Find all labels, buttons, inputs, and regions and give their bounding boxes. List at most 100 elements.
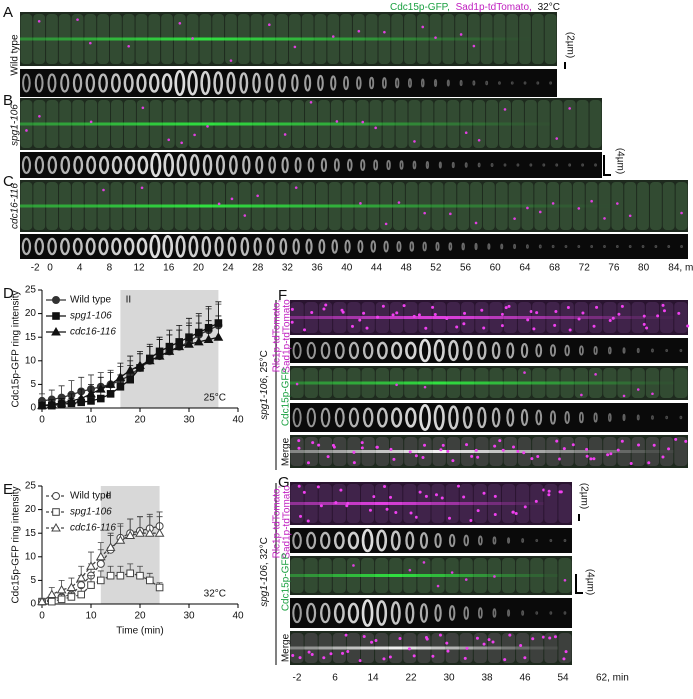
time-label: 28 [252, 263, 264, 274]
ring [608, 346, 612, 355]
ring-band [96, 37, 110, 41]
spot [368, 508, 372, 512]
ring-band [346, 646, 361, 650]
spot [434, 36, 437, 39]
spot [680, 211, 683, 215]
ring [34, 73, 44, 93]
ring-band [429, 37, 442, 41]
spot [424, 494, 428, 498]
ring [239, 72, 249, 94]
ring [281, 156, 289, 174]
spot [585, 447, 589, 451]
ring [636, 414, 640, 421]
ring-band [326, 37, 340, 41]
spot [465, 443, 469, 447]
ring [361, 599, 374, 627]
strip-bg [290, 598, 572, 628]
ring-band [460, 450, 475, 453]
ring-band [495, 204, 509, 208]
ring [111, 155, 123, 175]
marker [87, 581, 95, 589]
spot [382, 657, 386, 661]
spot [571, 443, 575, 447]
marker [76, 393, 87, 403]
ring-band [631, 381, 646, 385]
spot [636, 388, 640, 391]
spot [375, 445, 379, 449]
ring-band [332, 381, 347, 385]
spot [450, 571, 454, 574]
spot [464, 131, 468, 134]
spot [383, 30, 386, 34]
spot [482, 491, 486, 495]
marker [97, 394, 105, 403]
ring-band [389, 450, 404, 453]
cell [405, 182, 418, 230]
cell [560, 302, 574, 333]
spot [392, 457, 396, 461]
micrograph-strip [20, 98, 602, 150]
ring-band [416, 502, 431, 505]
ring [498, 81, 501, 85]
ring-band [315, 204, 329, 208]
marker [144, 528, 155, 537]
ring-band [417, 316, 433, 319]
cell [537, 100, 550, 148]
ring [594, 163, 597, 167]
ring-band [109, 37, 123, 41]
micrograph-strip [290, 338, 688, 363]
spot [493, 494, 497, 498]
time-label: 38 [481, 673, 493, 684]
marker [106, 571, 115, 580]
spot [344, 633, 348, 637]
ring [549, 81, 553, 85]
ring-band [264, 204, 277, 208]
ring [420, 78, 425, 88]
spot [341, 310, 345, 314]
ring [433, 78, 438, 88]
cell [404, 14, 416, 64]
cell [516, 484, 530, 523]
ring-band [560, 381, 575, 385]
micrograph-strip [20, 152, 602, 178]
spot [362, 311, 366, 315]
spot [407, 647, 411, 651]
channel-label: Sad1p-tdTomato [282, 299, 293, 373]
cell [447, 100, 460, 148]
ring [373, 159, 379, 171]
scale-bar [575, 574, 583, 594]
spot [647, 461, 651, 465]
time-label: 20 [193, 263, 205, 274]
spot [474, 448, 478, 452]
ring-band [474, 450, 489, 453]
ring-band [474, 381, 489, 385]
ring [563, 611, 567, 615]
ring [333, 158, 340, 172]
ring [564, 411, 570, 424]
time-label: 4 [77, 263, 83, 274]
spot [394, 511, 398, 515]
cell [482, 182, 495, 230]
ring [520, 342, 529, 359]
spot [383, 485, 387, 489]
ring [491, 407, 501, 428]
ring-band [588, 450, 603, 453]
ring-band [20, 204, 33, 208]
strip-bg [290, 403, 688, 432]
ring-band [161, 204, 175, 208]
ring [266, 237, 275, 256]
row-label: spg1-106 [10, 104, 21, 146]
spot [388, 655, 392, 659]
ring-band [290, 646, 305, 650]
spot [608, 318, 612, 322]
time-label: 48 [401, 263, 413, 274]
spot [335, 120, 339, 123]
ring [451, 161, 455, 169]
marker [184, 339, 194, 348]
spot [268, 23, 271, 27]
ring-band [405, 204, 419, 208]
ring-band [375, 316, 390, 319]
panel-label: B [3, 92, 13, 109]
ring-band [361, 381, 376, 385]
ring [433, 404, 445, 431]
